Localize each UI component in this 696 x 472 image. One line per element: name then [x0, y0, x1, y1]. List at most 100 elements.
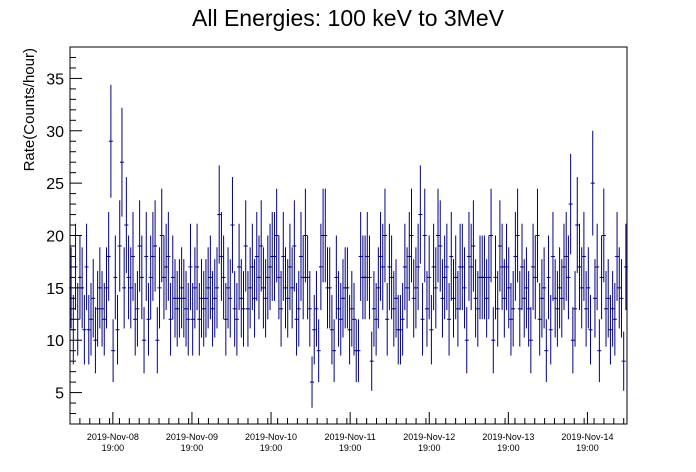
data-point [69, 247, 74, 329]
data-point [497, 200, 502, 292]
data-point [265, 235, 270, 320]
data-point [590, 130, 595, 236]
data-point [444, 223, 449, 311]
data-point [455, 271, 460, 347]
data-point [86, 295, 91, 365]
data-point [349, 271, 354, 347]
data-point [504, 223, 509, 311]
data-point [226, 247, 231, 329]
data-point [281, 212, 286, 301]
data-point [438, 200, 443, 292]
data-point [595, 223, 600, 311]
data-point [323, 188, 328, 283]
data-point [555, 271, 560, 347]
x-tick-label-time: 19:00 [181, 443, 204, 453]
data-point [559, 259, 564, 338]
data-point [491, 307, 496, 374]
data-point [111, 319, 116, 383]
data-point [579, 247, 584, 329]
data-point [352, 283, 357, 356]
data-point [447, 283, 452, 356]
data-point [294, 283, 299, 356]
data-point [619, 259, 624, 338]
data-point [548, 295, 553, 365]
data-point [387, 223, 392, 311]
data-point [599, 235, 604, 320]
data-point [113, 235, 118, 320]
data-series [69, 84, 628, 408]
data-point [214, 247, 219, 329]
data-point [584, 271, 589, 347]
data-point [128, 247, 133, 329]
data-point [568, 153, 573, 255]
data-point [102, 283, 107, 356]
x-tick-label-date: 2019-Nov-09 [166, 432, 218, 442]
data-point [181, 259, 186, 338]
data-point [161, 235, 166, 320]
data-point [159, 188, 164, 283]
data-point [374, 283, 379, 356]
data-point [550, 212, 555, 301]
data-point [157, 247, 162, 329]
data-point [535, 188, 540, 283]
data-point [122, 247, 127, 329]
data-point [248, 247, 253, 329]
data-point [610, 271, 615, 347]
x-tick-label-time: 19:00 [418, 443, 441, 453]
data-point [588, 295, 593, 365]
data-point [305, 235, 310, 320]
y-axis-label: Rate(Counts/hour) [21, 48, 38, 171]
data-point [77, 235, 82, 320]
data-point [117, 200, 122, 292]
data-point [546, 235, 551, 320]
data-point [604, 271, 609, 347]
data-point [290, 247, 295, 329]
data-point [615, 212, 620, 301]
data-point [409, 188, 414, 283]
data-point [449, 212, 454, 301]
data-point [283, 247, 288, 329]
data-point [261, 247, 266, 329]
y-tick-label: 35 [46, 71, 64, 88]
data-point [197, 283, 202, 356]
data-point [312, 295, 317, 365]
data-point [73, 223, 78, 311]
x-tick-label-time: 19:00 [102, 443, 125, 453]
data-point [493, 235, 498, 320]
data-point [469, 223, 474, 311]
data-point [91, 259, 96, 338]
data-point [97, 247, 102, 329]
data-point [223, 283, 228, 356]
data-point [451, 259, 456, 338]
y-axis: 5 10 15 20 25 30 35 [46, 56, 82, 415]
data-point [239, 259, 244, 338]
data-point [433, 247, 438, 329]
data-point [608, 295, 613, 365]
data-point [570, 307, 575, 374]
data-point [201, 271, 206, 347]
data-point [385, 283, 390, 356]
data-point [153, 200, 158, 292]
data-point [475, 271, 480, 347]
data-point [431, 223, 436, 311]
data-point [557, 247, 562, 329]
data-point [234, 283, 239, 356]
data-point [75, 283, 80, 356]
data-point [365, 212, 370, 301]
data-point [254, 212, 259, 301]
chart-title: All Energies: 100 keV to 3MeV [192, 5, 505, 31]
data-point [146, 283, 151, 356]
data-point [537, 283, 542, 356]
data-point [221, 235, 226, 320]
data-point [316, 319, 321, 383]
data-point [358, 212, 363, 301]
data-point [195, 223, 200, 311]
data-point [263, 259, 268, 338]
data-point [166, 212, 171, 301]
data-point [513, 212, 518, 301]
data-point [108, 84, 113, 198]
data-point [164, 223, 169, 311]
data-point [621, 331, 626, 391]
data-point [424, 271, 429, 347]
